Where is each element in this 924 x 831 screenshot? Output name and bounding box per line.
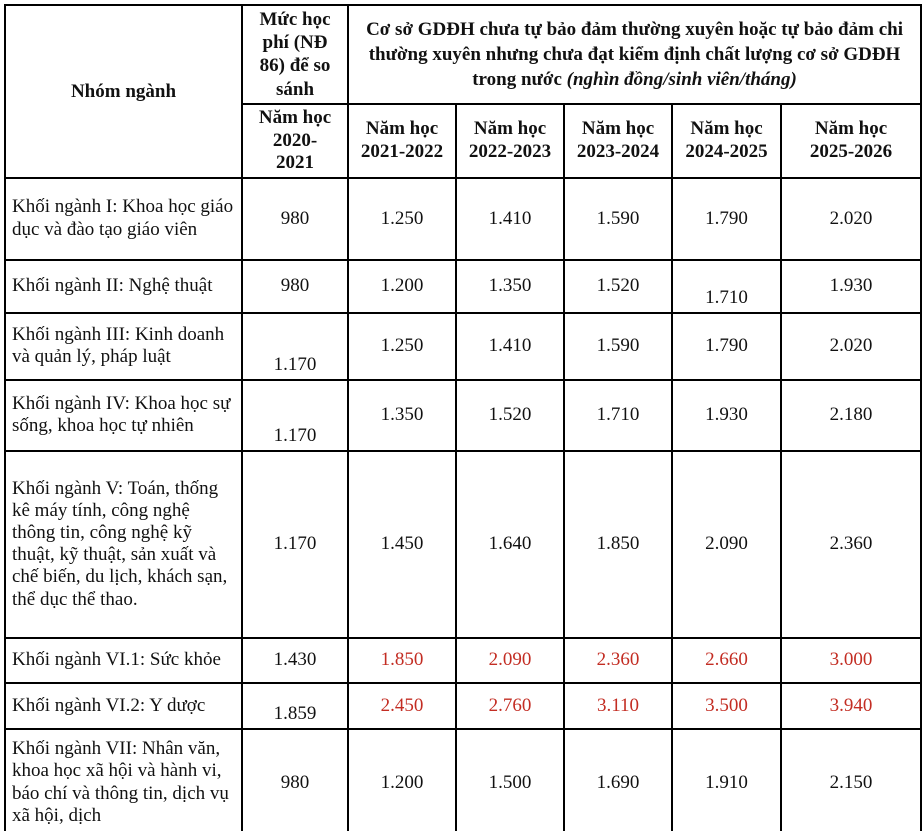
row-label: Khối ngành II: Nghệ thuật (4, 258, 243, 314)
table-row: Khối ngành VI.2: Y dược 1.859 2.450 2.76… (4, 681, 923, 730)
fee-value: 2.450 (347, 681, 457, 730)
fee-value: 2.360 (779, 449, 923, 639)
fee-base-value: 980 (241, 176, 349, 261)
table-row: Khối ngành II: Nghệ thuật 980 1.200 1.35… (4, 258, 923, 314)
fee-value: 2.760 (455, 681, 565, 730)
year-prefix: Năm học (581, 118, 655, 140)
header-row-years: Năm học 2020- 2021 Năm học 2021-2022 Năm… (5, 102, 923, 179)
fee-value: 2.020 (779, 311, 923, 381)
fee-value: 1.520 (563, 258, 673, 314)
column-header-year-2021-2022: Năm học 2021-2022 (347, 102, 457, 179)
fee-base-value: 1.170 (241, 449, 349, 639)
fee-base-value: 1.170 (241, 311, 349, 381)
column-header-comparison: Mức học phí (NĐ 86) để so sánh (241, 4, 349, 105)
row-label: Khối ngành VI.1: Sức khỏe (4, 636, 243, 684)
table-row: Khối ngành I: Khoa học giáo dục và đào t… (4, 176, 923, 261)
year-prefix: Năm học (365, 118, 439, 140)
fee-value: 1.200 (347, 727, 457, 831)
fee-value: 1.350 (347, 378, 457, 452)
fee-base-value: 1.430 (241, 636, 349, 684)
column-header-year-2023-2024: Năm học 2023-2024 (563, 102, 673, 179)
fee-value: 2.150 (779, 727, 923, 831)
fee-value: 1.850 (347, 636, 457, 684)
row-label: Khối ngành I: Khoa học giáo dục và đào t… (4, 176, 243, 261)
fee-value: 1.910 (671, 727, 782, 831)
tuition-fee-table: Nhóm ngành Mức học phí (NĐ 86) để so sán… (4, 4, 923, 831)
fee-value: 1.710 (671, 258, 782, 314)
year-prefix: Năm học (814, 118, 888, 140)
fee-value: 2.090 (455, 636, 565, 684)
main-title-unit: (nghìn đồng/sinh viên/tháng) (566, 68, 797, 90)
fee-value: 1.710 (563, 378, 673, 452)
column-header-year-base: Năm học 2020- 2021 (241, 102, 349, 179)
year-prefix: Năm học (473, 118, 547, 140)
fee-value: 1.690 (563, 727, 673, 831)
fee-value: 1.200 (347, 258, 457, 314)
fee-value: 2.660 (671, 636, 782, 684)
table-row: Khối ngành VI.1: Sức khỏe 1.430 1.850 2.… (4, 636, 923, 684)
fee-value: 1.410 (455, 176, 565, 261)
row-label: Khối ngành III: Kinh doanh và quản lý, p… (4, 311, 243, 381)
fee-value: 3.940 (779, 681, 923, 730)
column-header-main-title: Cơ sở GDĐH chưa tự bảo đảm thường xuyên … (346, 4, 923, 105)
fee-base-value: 980 (241, 258, 349, 314)
row-label: Khối ngành IV: Khoa học sự sống, khoa họ… (4, 378, 243, 452)
year-range: 2025-2026 (809, 140, 893, 162)
column-header-year-2025-2026: Năm học 2025-2026 (779, 102, 923, 179)
fee-value: 3.000 (779, 636, 923, 684)
table-row: Khối ngành III: Kinh doanh và quản lý, p… (4, 311, 923, 381)
year-range: 2022-2023 (468, 140, 552, 162)
fee-value: 1.790 (671, 311, 782, 381)
year-prefix: Năm học (258, 107, 332, 129)
fee-value: 1.930 (671, 378, 782, 452)
column-header-group: Nhóm ngành (4, 4, 243, 179)
fee-value: 3.110 (563, 681, 673, 730)
year-range: 2021-2022 (360, 140, 444, 162)
fee-value: 1.250 (347, 176, 457, 261)
table-row: Khối ngành VII: Nhân văn, khoa học xã hộ… (4, 727, 923, 831)
fee-value: 1.410 (455, 311, 565, 381)
row-label: Khối ngành VI.2: Y dược (4, 681, 243, 730)
table-row: Khối ngành V: Toán, thống kê máy tính, c… (4, 449, 923, 639)
fee-value: 2.090 (671, 449, 782, 639)
fee-value: 1.590 (563, 311, 673, 381)
table-row: Khối ngành IV: Khoa học sự sống, khoa họ… (4, 378, 923, 452)
fee-value: 1.500 (455, 727, 565, 831)
year-prefix: Năm học (690, 118, 763, 140)
year-line2: 2020- (272, 129, 318, 151)
fee-value: 1.850 (563, 449, 673, 639)
fee-base-value: 980 (241, 727, 349, 831)
fee-value: 1.250 (347, 311, 457, 381)
fee-value: 1.350 (455, 258, 565, 314)
fee-value: 1.450 (347, 449, 457, 639)
fee-value: 1.930 (779, 258, 923, 314)
fee-value: 1.790 (671, 176, 782, 261)
fee-value: 1.590 (563, 176, 673, 261)
row-label: Khối ngành V: Toán, thống kê máy tính, c… (4, 449, 243, 639)
fee-base-value: 1.170 (241, 378, 349, 452)
column-header-year-2022-2023: Năm học 2022-2023 (455, 102, 565, 179)
header-row-top: Nhóm ngành Mức học phí (NĐ 86) để so sán… (4, 4, 923, 179)
fee-value: 2.360 (563, 636, 673, 684)
year-range: 2024-2025 (685, 140, 768, 162)
fee-base-value: 1.859 (241, 681, 349, 730)
fee-value: 2.020 (779, 176, 923, 261)
column-header-year-2024-2025: Năm học 2024-2025 (671, 102, 782, 179)
year-line3: 2021 (276, 151, 314, 173)
fee-value: 1.520 (455, 378, 565, 452)
fee-value: 2.180 (779, 378, 923, 452)
row-label: Khối ngành VII: Nhân văn, khoa học xã hộ… (4, 727, 243, 831)
fee-value: 1.640 (455, 449, 565, 639)
main-title-text: Cơ sở GDĐH chưa tự bảo đảm thường xuyên … (366, 18, 903, 90)
year-range: 2023-2024 (576, 140, 660, 162)
fee-value: 3.500 (671, 681, 782, 730)
